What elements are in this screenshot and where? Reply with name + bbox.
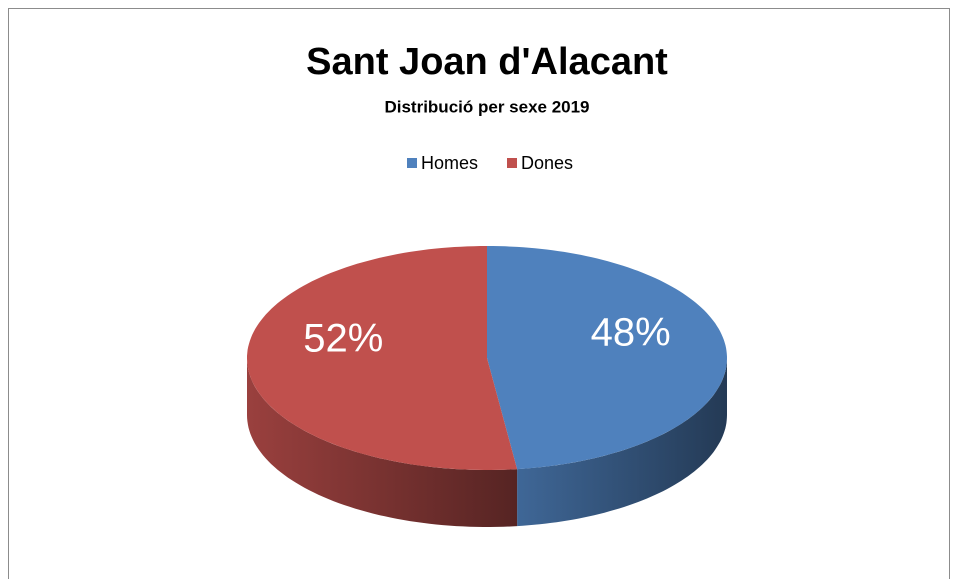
chart-title: Sant Joan d'Alacant — [306, 41, 668, 83]
slice — [247, 246, 518, 470]
slice-side — [517, 358, 727, 527]
legend-label: Dones — [521, 153, 573, 173]
chart-subtitle: Distribució per sexe 2019 — [384, 97, 589, 116]
legend-swatch — [507, 158, 517, 168]
data-label: 48% — [591, 311, 671, 355]
legend-swatch — [407, 158, 417, 168]
legend-label: Homes — [421, 153, 478, 173]
slice — [487, 246, 727, 470]
slice-side — [247, 358, 518, 527]
data-label: 52% — [303, 317, 383, 361]
